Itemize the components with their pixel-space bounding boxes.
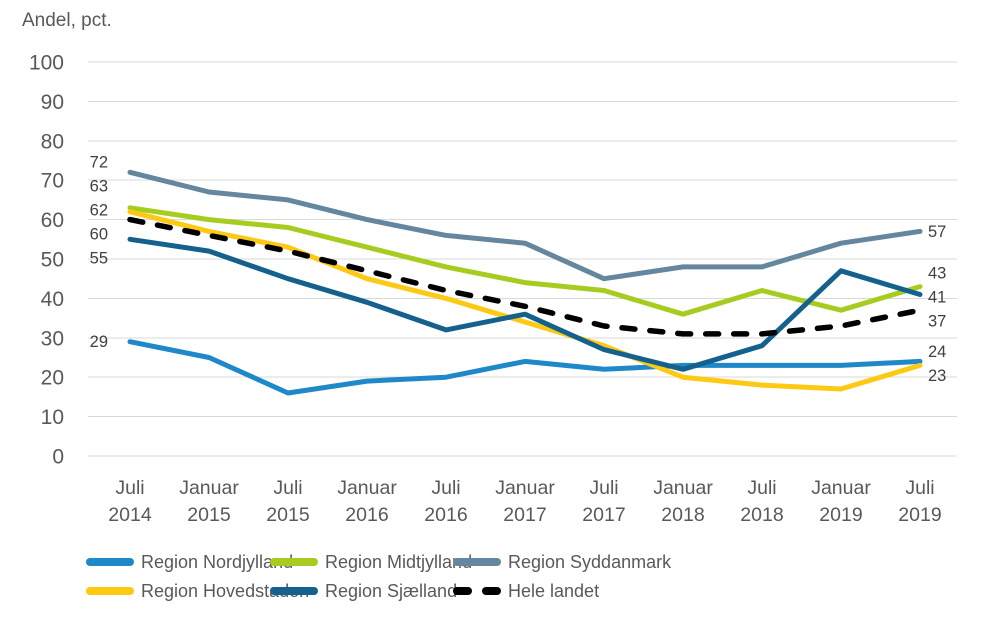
x-tick-label-year: 2019 [819,504,862,526]
y-axis-tick-labels: 0 10 20 30 40 50 60 70 80 90 100 [29,52,64,469]
legend-label-region-sjaelland: Region Sjælland [325,580,458,601]
start-value-label: 60 [90,226,108,244]
legend-swatch-region-syddanmark [453,558,501,566]
x-tick-label-month: Juli [589,477,618,499]
legend-swatch-region-nordjylland [86,558,134,566]
legend-label-region-syddanmark: Region Syddanmark [508,551,672,572]
end-value-label: 23 [928,367,946,385]
legend-dash-icon [482,587,501,595]
x-tick-label-month: Januar [653,477,713,499]
y-tick-label: 40 [41,288,64,311]
legend-label-region-hovedstaden: Region Hovedstaden [141,580,310,601]
y-tick-label: 90 [41,91,64,114]
series-line-region-midtjylland [127,205,923,317]
x-tick-label-month: Juli [273,477,302,499]
x-tick-label-month: Januar [495,477,555,499]
start-value-label: 63 [90,178,108,196]
legend-label-hele-landet: Hele landet [508,580,600,601]
legend-dash-icon [453,587,472,595]
x-tick-label-year: 2016 [345,504,388,526]
x-tick-label-year: 2016 [424,504,467,526]
x-tick-label-year: 2015 [187,504,231,526]
end-value-label: 24 [928,343,946,361]
y-tick-label: 70 [41,170,64,193]
y-tick-label: 60 [41,209,64,232]
gridlines [88,61,957,457]
legend-swatch-region-sjaelland [270,587,318,595]
legend-item-region-midtjylland: Region Midtjylland [270,551,472,573]
line-chart: 0 10 20 30 40 50 60 70 80 90 100 Juli 2014 Januar 2015… [29,52,957,526]
y-tick-label: 50 [41,249,64,272]
x-tick-label-year: 2018 [661,504,704,526]
legend-label-region-midtjylland: Region Midtjylland [325,551,473,572]
y-tick-label: 100 [29,52,64,75]
y-tick-label: 10 [41,406,64,429]
point-value-labels: 72 63 62 60 55 29 57 43 41 37 24 23 [90,154,947,385]
legend-item-region-nordjylland: Region Nordjylland [86,551,293,573]
x-axis-tick-labels: Juli 2014 Januar 2015 Juli 2015 Januar 2016 Juli… [108,477,941,526]
y-tick-label: 0 [52,446,64,469]
x-tick-label-year: 2017 [582,504,625,526]
legend-item-region-hovedstaden: Region Hovedstaden [86,580,309,602]
end-value-label: 41 [928,289,946,307]
x-tick-label-month: Januar [179,477,239,499]
x-tick-label-month: Juli [747,477,776,499]
end-value-label: 37 [928,313,946,331]
y-tick-label: 30 [41,327,64,350]
end-value-label: 43 [928,265,946,283]
y-axis-title: Andel, pct. [22,10,112,31]
legend-swatch-region-midtjylland [270,558,318,566]
series-lines [127,169,923,396]
series-line-region-sjaelland [127,236,923,372]
x-tick-label-year: 2017 [503,504,546,526]
x-tick-label-month: Januar [811,477,871,499]
legend-swatch-hele-landet [453,587,501,595]
x-tick-label-year: 2014 [108,504,152,526]
start-value-label: 29 [90,333,108,351]
start-value-label: 72 [90,154,108,172]
x-tick-label-month: Januar [337,477,397,499]
y-tick-label: 20 [41,367,64,390]
x-tick-label-year: 2019 [898,504,941,526]
start-value-label: 62 [90,202,108,220]
series-line-region-syddanmark [127,169,923,282]
series-line-region-nordjylland [127,339,923,396]
legend-item-region-syddanmark: Region Syddanmark [453,551,671,573]
legend-item-hele-landet: Hele landet [453,580,599,602]
series-line-hele-landet [127,216,923,337]
x-tick-label-year: 2015 [266,504,310,526]
y-tick-label: 80 [41,130,64,153]
end-value-label: 57 [928,223,946,241]
x-tick-label-month: Juli [115,477,144,499]
legend-label-region-nordjylland: Region Nordjylland [141,551,294,572]
legend-swatch-region-hovedstaden [86,587,134,595]
x-tick-label-month: Juli [431,477,460,499]
x-tick-label-month: Juli [905,477,934,499]
chart-svg: 0 10 20 30 40 50 60 70 80 90 100 Juli 2014 Januar 2015… [29,52,957,526]
x-tick-label-year: 2018 [740,504,783,526]
series-line-region-hovedstaden [127,209,923,392]
start-value-label: 55 [90,250,108,268]
legend-item-region-sjaelland: Region Sjælland [270,580,457,602]
